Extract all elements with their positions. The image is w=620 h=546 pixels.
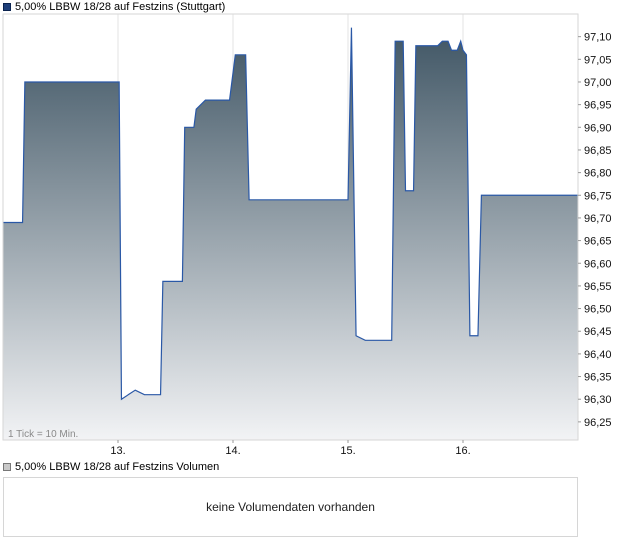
price-area: [3, 27, 578, 440]
y-tick-label: 96,25: [584, 417, 612, 429]
x-tick-label: 16.: [455, 445, 470, 457]
volume-panel: keine Volumendaten vorhanden: [3, 477, 578, 537]
y-tick-label: 96,85: [584, 145, 612, 157]
y-tick-label: 96,80: [584, 168, 612, 180]
x-tick-label: 15.: [340, 445, 355, 457]
legend-price-swatch: [3, 3, 11, 11]
y-tick-label: 96,75: [584, 190, 612, 202]
legend-volume-swatch: [3, 463, 11, 471]
y-tick-label: 96,60: [584, 258, 612, 270]
x-tick-label: 14.: [225, 445, 240, 457]
y-tick-label: 96,55: [584, 281, 612, 293]
y-tick-label: 97,10: [584, 32, 612, 44]
y-tick-label: 96,70: [584, 213, 612, 225]
tick-interval-note: 1 Tick = 10 Min.: [8, 429, 78, 440]
legend-volume-label: 5,00% LBBW 18/28 auf Festzins Volumen: [15, 461, 220, 473]
legend-price-label: 5,00% LBBW 18/28 auf Festzins (Stuttgart…: [15, 1, 226, 13]
x-tick-label: 13.: [110, 445, 125, 457]
plot-frame: [2, 13, 579, 441]
y-tick-label: 97,05: [584, 54, 612, 66]
y-tick-label: 96,45: [584, 326, 612, 338]
price-chart: 96,25 96,30 96,35 96,40 96,45 96,50 96,55 96,60…: [2, 13, 612, 457]
price-series-line: [3, 27, 578, 401]
y-tick-label: 96,35: [584, 372, 612, 384]
legend-volume: 5,00% LBBW 18/28 auf Festzins Volumen: [3, 460, 219, 474]
y-tick-label: 97,00: [584, 77, 612, 89]
y-tick-label: 96,50: [584, 304, 612, 316]
volume-empty-message: keine Volumendaten vorhanden: [206, 500, 375, 514]
y-tick-label: 96,65: [584, 236, 612, 248]
y-tick-label: 96,95: [584, 100, 612, 112]
y-tick-label: 96,30: [584, 394, 612, 406]
y-tick-label: 96,40: [584, 349, 612, 361]
legend-price: 5,00% LBBW 18/28 auf Festzins (Stuttgart…: [3, 0, 225, 14]
y-tick-label: 96,90: [584, 122, 612, 134]
